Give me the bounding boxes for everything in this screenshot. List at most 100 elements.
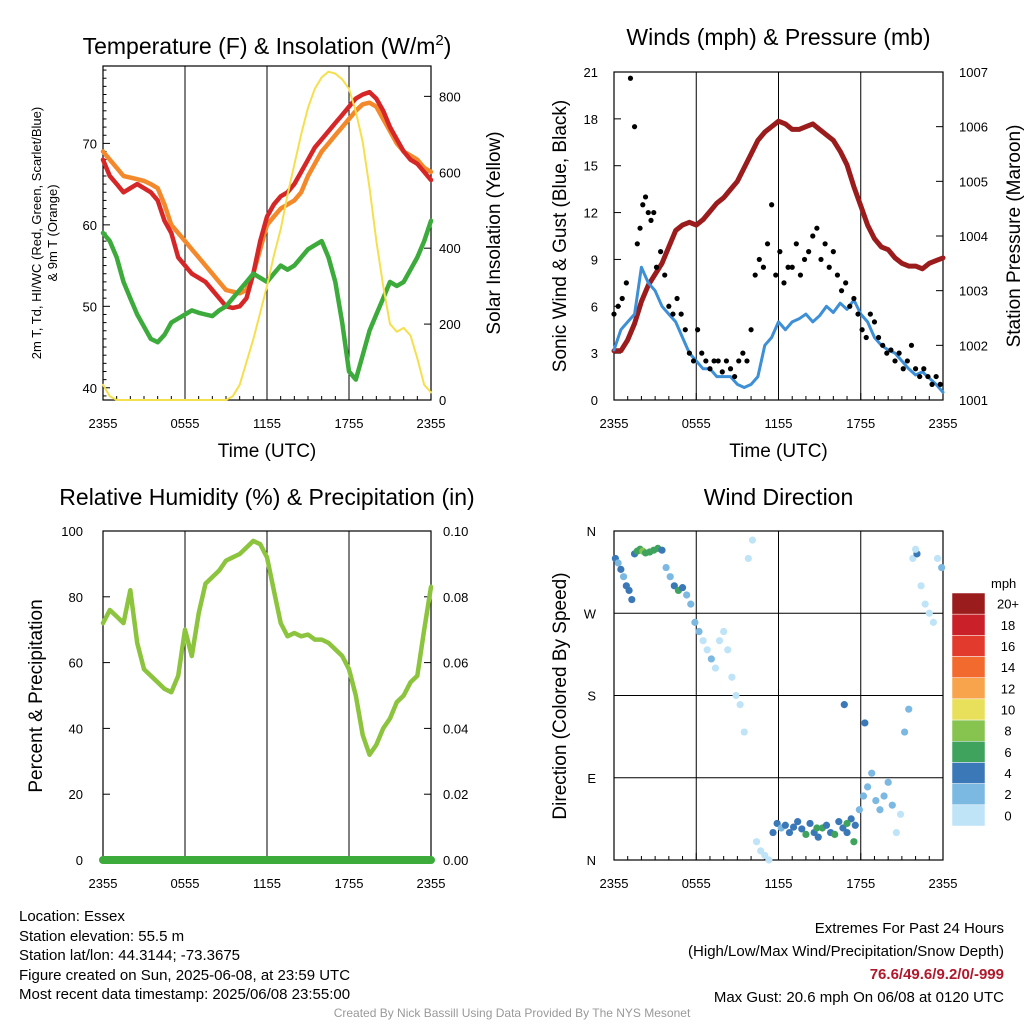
colorbar-label: 2 xyxy=(1004,787,1011,802)
station-latlon: Station lat/lon: 44.3144; -73.3675 xyxy=(19,947,241,964)
direction-point xyxy=(619,573,628,581)
x-tick-label: 0555 xyxy=(171,876,200,891)
colorbar-label: 18 xyxy=(1001,618,1015,633)
direction-point xyxy=(748,536,757,544)
y2-tick-label: 1006 xyxy=(959,120,988,135)
x-tick-label: 2355 xyxy=(89,416,118,431)
direction-point xyxy=(843,819,851,828)
max-gust: Max Gust: 20.6 mph On 06/08 at 0120 UTC xyxy=(713,989,1004,1006)
gust-point xyxy=(896,350,902,356)
x-tick-label: 1755 xyxy=(335,416,364,431)
gust-point xyxy=(695,327,701,333)
x-tick-label: 2355 xyxy=(417,876,446,891)
recent-timestamp: Most recent data timestamp: 2025/06/08 2… xyxy=(19,986,351,1003)
gust-point xyxy=(801,256,808,263)
gust-point xyxy=(727,366,734,372)
direction-point xyxy=(703,646,711,654)
colorbar-swatch xyxy=(951,613,986,636)
gust-point xyxy=(797,272,804,278)
gust-point xyxy=(830,249,836,255)
dir-ylabel: Direction (Colored By Speed) xyxy=(550,572,571,819)
gust-point xyxy=(859,327,865,333)
direction-point xyxy=(617,565,625,573)
gust-point xyxy=(666,303,672,309)
x-tick-label: 2355 xyxy=(89,876,118,891)
direction-point xyxy=(666,573,674,581)
direction-point xyxy=(847,815,855,823)
colorbar-swatch xyxy=(951,635,986,657)
direction-point xyxy=(831,830,839,839)
rh-title: Relative Humidity (%) & Precipitation (i… xyxy=(59,484,474,510)
gust-point xyxy=(744,358,750,364)
direction-point xyxy=(785,828,794,837)
gust-point xyxy=(619,295,625,302)
gust-point xyxy=(822,241,828,247)
series-wind xyxy=(612,265,945,394)
direction-point xyxy=(614,559,622,567)
gust-point xyxy=(723,358,730,364)
direction-point xyxy=(868,769,876,777)
y-tick-label: 50 xyxy=(83,299,97,314)
direction-point xyxy=(921,600,929,608)
gust-point xyxy=(640,202,646,208)
y-tick-label: 100 xyxy=(61,524,83,539)
direction-point xyxy=(843,828,851,837)
direction-point xyxy=(840,701,848,709)
direction-point xyxy=(835,818,843,826)
temp-ylabel-line2: & 9m T (Orange) xyxy=(45,184,60,281)
humidity-panel: Relative Humidity (%) & Precipitation (i… xyxy=(26,484,475,891)
direction-point xyxy=(813,824,821,832)
wind-title: Winds (mph) & Pressure (mb) xyxy=(626,24,930,50)
series-pressure xyxy=(611,118,946,354)
colorbar-swatch xyxy=(951,698,986,721)
direction-point xyxy=(855,806,863,814)
y2-tick-label: 1001 xyxy=(959,393,988,408)
direction-point xyxy=(744,554,752,563)
colorbar-label: 20+ xyxy=(997,597,1019,612)
direction-point xyxy=(933,554,942,563)
gust-point xyxy=(851,295,857,302)
gust-point xyxy=(838,288,845,294)
gust-point xyxy=(674,295,680,302)
colorbar-swatch xyxy=(951,783,986,806)
gust-point xyxy=(637,225,643,231)
figure-created: Figure created on Sun, 2025-06-08, at 23… xyxy=(19,966,351,984)
y-tick-label: 70 xyxy=(83,136,97,151)
gust-point xyxy=(888,347,894,353)
y2-tick-label: 1007 xyxy=(959,65,988,80)
direction-point xyxy=(625,586,633,595)
gust-point xyxy=(719,369,725,375)
gust-point xyxy=(682,327,688,333)
gust-point xyxy=(627,75,634,81)
gust-point xyxy=(773,272,779,278)
y2-tick-label: 1004 xyxy=(959,229,988,244)
gust-point xyxy=(631,124,638,130)
gust-point xyxy=(703,358,709,364)
direction-point xyxy=(658,546,666,554)
colorbar-swatch xyxy=(951,804,986,827)
gust-point xyxy=(764,241,771,247)
dir-title: Wind Direction xyxy=(704,484,854,510)
gust-point xyxy=(843,280,849,286)
gust-point xyxy=(707,366,713,372)
x-tick-label: 1155 xyxy=(253,416,281,431)
x-tick-label: 2355 xyxy=(417,416,446,431)
colorbar-swatch xyxy=(951,762,986,784)
y-tick-label: 0 xyxy=(76,853,83,868)
y-tick-label: 40 xyxy=(69,721,83,736)
gust-point xyxy=(921,366,927,372)
x-tick-label: 0555 xyxy=(171,416,200,431)
gust-point xyxy=(662,272,668,278)
y-tick-label: 20 xyxy=(69,787,83,802)
colorbar-swatch xyxy=(951,677,986,700)
y2-tick-label: 0.00 xyxy=(443,853,468,868)
y2-tick-label: 800 xyxy=(439,89,461,104)
gust-point xyxy=(740,350,746,356)
gust-point xyxy=(806,249,812,255)
colorbar-label: 8 xyxy=(1004,724,1011,739)
direction-point xyxy=(769,828,777,837)
direction-point xyxy=(909,554,917,563)
y-tick-label: 6 xyxy=(591,299,598,314)
gust-point xyxy=(793,241,799,247)
direction-point xyxy=(752,838,761,846)
